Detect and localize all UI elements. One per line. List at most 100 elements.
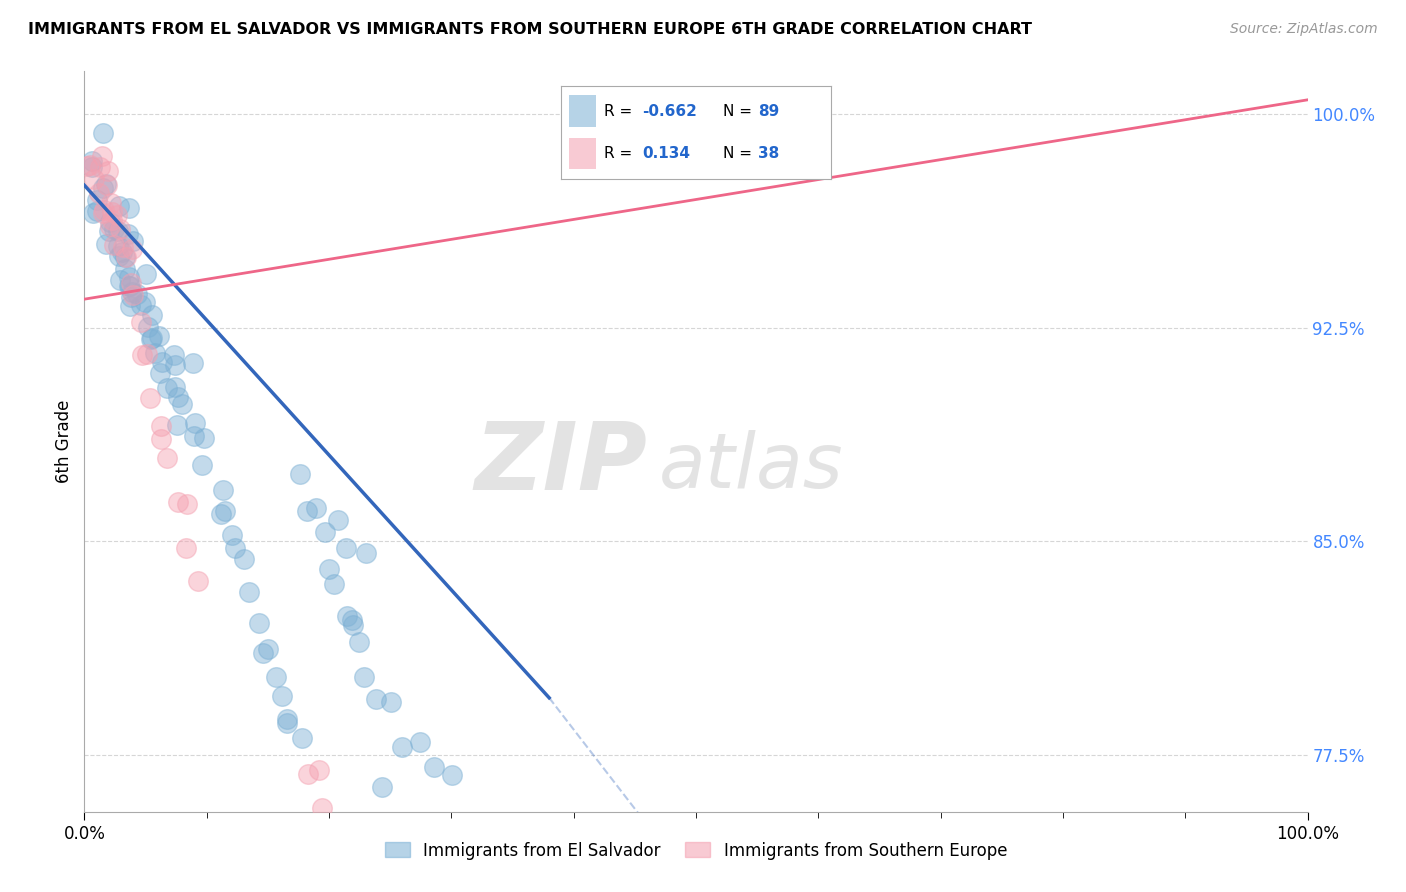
Point — [103, 238, 125, 252]
Point — [391, 739, 413, 754]
Point — [181, 355, 204, 369]
Point — [86, 193, 108, 207]
Point — [342, 618, 364, 632]
Point — [148, 329, 170, 343]
Point — [353, 670, 375, 684]
Point — [311, 801, 333, 815]
Point — [118, 269, 141, 284]
Point — [290, 467, 312, 481]
Point — [98, 224, 121, 238]
Point — [149, 419, 172, 434]
Point — [108, 222, 131, 236]
Point — [323, 576, 346, 591]
Point — [166, 495, 188, 509]
Point — [107, 239, 129, 253]
Point — [184, 417, 207, 431]
Point — [97, 163, 120, 178]
Point — [232, 552, 254, 566]
Point — [100, 215, 122, 229]
Y-axis label: 6th Grade: 6th Grade — [55, 400, 73, 483]
Point — [143, 346, 166, 360]
Text: ZIP: ZIP — [474, 417, 647, 509]
Point — [89, 160, 111, 174]
Point — [163, 359, 186, 373]
Point — [91, 180, 114, 194]
Point — [98, 219, 121, 233]
Point — [214, 504, 236, 518]
Point — [193, 431, 215, 445]
Point — [111, 240, 134, 254]
Point — [94, 237, 117, 252]
Point — [79, 158, 101, 172]
Point — [440, 768, 463, 782]
Point — [100, 196, 122, 211]
Point — [156, 381, 179, 395]
Point — [83, 172, 105, 186]
Point — [252, 646, 274, 660]
Point — [89, 186, 111, 200]
Point — [121, 285, 143, 299]
Point — [170, 397, 193, 411]
Point — [221, 528, 243, 542]
Text: atlas: atlas — [659, 431, 844, 505]
Point — [340, 613, 363, 627]
Text: Source: ZipAtlas.com: Source: ZipAtlas.com — [1230, 22, 1378, 37]
Point — [91, 149, 114, 163]
Point — [271, 689, 294, 703]
Point — [120, 276, 142, 290]
Point — [100, 205, 122, 219]
Point — [371, 780, 394, 795]
Point — [318, 561, 340, 575]
Point — [297, 767, 319, 781]
Point — [105, 208, 128, 222]
Point — [86, 203, 108, 218]
Point — [336, 608, 359, 623]
Point — [139, 332, 162, 346]
Point — [209, 507, 232, 521]
Point — [118, 300, 141, 314]
Point — [118, 201, 141, 215]
Point — [347, 635, 370, 649]
Point — [191, 458, 214, 472]
Point — [305, 501, 328, 516]
Point — [224, 541, 246, 555]
Point — [114, 250, 136, 264]
Point — [149, 367, 172, 381]
Point — [93, 203, 115, 218]
Point — [187, 574, 209, 588]
Point — [91, 205, 114, 219]
Point — [82, 206, 104, 220]
Point — [114, 250, 136, 264]
Point — [150, 355, 173, 369]
Text: IMMIGRANTS FROM EL SALVADOR VS IMMIGRANTS FROM SOUTHERN EUROPE 6TH GRADE CORRELA: IMMIGRANTS FROM EL SALVADOR VS IMMIGRANT… — [28, 22, 1032, 37]
Point — [211, 483, 233, 497]
Point — [108, 272, 131, 286]
Point — [121, 242, 143, 256]
Point — [96, 178, 118, 193]
Point — [101, 212, 124, 227]
Point — [326, 513, 349, 527]
Point — [122, 288, 145, 302]
Point — [129, 298, 152, 312]
Point — [125, 286, 148, 301]
Point — [423, 759, 446, 773]
Point — [111, 244, 134, 259]
Point — [335, 541, 357, 555]
Point — [129, 315, 152, 329]
Point — [308, 763, 330, 777]
Point — [247, 615, 270, 630]
Point — [135, 267, 157, 281]
Point — [108, 249, 131, 263]
Point — [176, 497, 198, 511]
Point — [321, 838, 343, 853]
Point — [134, 294, 156, 309]
Legend: Immigrants from El Salvador, Immigrants from Southern Europe: Immigrants from El Salvador, Immigrants … — [378, 835, 1014, 866]
Point — [91, 127, 114, 141]
Point — [76, 159, 98, 173]
Point — [183, 428, 205, 442]
Point — [136, 346, 159, 360]
Point — [295, 504, 318, 518]
Point — [94, 177, 117, 191]
Point — [354, 546, 377, 560]
Point — [156, 450, 179, 465]
